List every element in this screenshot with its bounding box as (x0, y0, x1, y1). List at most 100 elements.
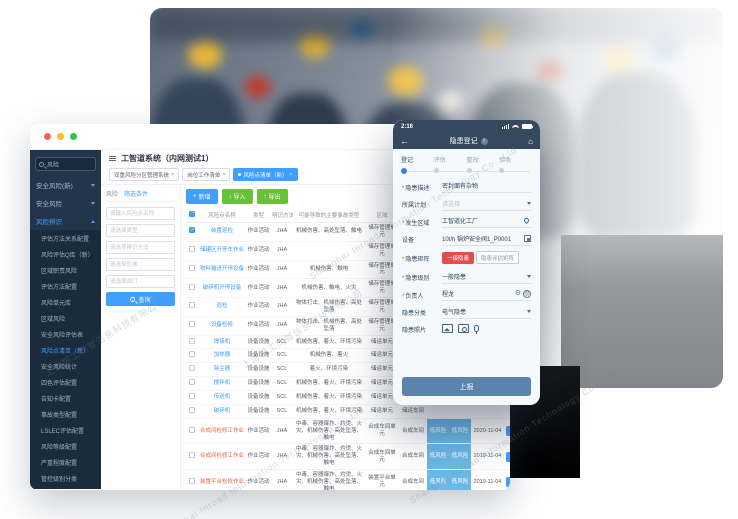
risk-point-link[interactable]: 合成间检修工作业 (199, 427, 244, 434)
row-checkbox[interactable] (189, 337, 195, 344)
matrix-evaluate-button[interactable]: 隐患评估矩阵 (476, 251, 520, 264)
row-checkbox[interactable] (189, 302, 195, 309)
risk-point-link[interactable]: 焊接机 (213, 338, 231, 345)
risk-point-link[interactable]: 破碎机 (213, 407, 231, 414)
sidebar-item[interactable]: 风险评估Q库（新） (41, 252, 94, 259)
sidebar-item[interactable]: 安全风险评估计划 (30, 486, 101, 489)
risk-point-link[interactable]: 破碎机开停设备 (202, 284, 242, 291)
sidebar-item[interactable]: 风险单元库 (41, 300, 72, 307)
album-icon[interactable] (442, 324, 453, 333)
field-control[interactable]: 一级隐患 隐患评估矩阵 (442, 251, 531, 266)
sidebar-item[interactable]: 评估方法配置 (41, 284, 78, 291)
export-button[interactable]: ↑ 导出 (256, 189, 288, 204)
open-tab[interactable]: 双重风险分区管理系统 × (109, 168, 180, 181)
sidebar-item[interactable]: 区域职责风险 (41, 268, 78, 275)
row-checkbox[interactable] (189, 283, 195, 290)
risk-point-link[interactable]: 搅拌机 (213, 380, 231, 387)
risk-point-link[interactable]: 装置平台检修作业 (199, 478, 244, 485)
risk-point-link[interactable]: 巡检 (216, 303, 228, 310)
tab-close-icon[interactable]: × (222, 171, 226, 178)
sidebar-item[interactable]: 告知卡配置 (41, 396, 72, 403)
camera-icon[interactable] (458, 324, 469, 333)
view-button[interactable]: 查看 (506, 477, 510, 488)
field-control[interactable] (442, 324, 531, 335)
sidebar-group[interactable]: 安全风险(新) (30, 176, 101, 194)
dropdown-caret-icon[interactable] (527, 274, 531, 278)
sidebar-item[interactable]: 风险点清单（新） (41, 348, 90, 355)
risk-point-link[interactable]: 物料输送开停设备 (199, 265, 244, 272)
filter-input[interactable] (106, 241, 175, 254)
sidebar-item[interactable]: 四色评估配置 (41, 380, 78, 387)
select-all-checkbox[interactable] (189, 210, 195, 217)
row-checkbox[interactable] (189, 351, 195, 358)
view-button[interactable]: 查看 (506, 426, 510, 436)
back-arrow-icon[interactable]: ← (400, 135, 409, 146)
field-control[interactable]: 电气隐患 (442, 307, 531, 319)
filter-input[interactable] (106, 258, 175, 271)
risk-point-link[interactable]: 加热器 (213, 352, 231, 359)
field-control[interactable]: 请选择 (442, 199, 531, 211)
field-value[interactable]: 工智道化工厂 (442, 219, 479, 225)
risk-point-link[interactable]: 传送机 (213, 394, 231, 400)
import-button[interactable]: ↓ 导入 (221, 189, 253, 204)
open-tab[interactable]: 岗位工作清单 × (182, 168, 231, 181)
risk-point-link[interactable]: 装置巡检 (210, 228, 233, 235)
field-value[interactable]: 一般隐患 (442, 274, 467, 281)
row-checkbox[interactable] (189, 379, 195, 386)
row-checkbox[interactable] (189, 406, 195, 413)
row-checkbox[interactable] (189, 477, 195, 484)
row-checkbox[interactable] (189, 393, 195, 399)
scan-qr-icon[interactable] (524, 234, 531, 242)
location-pin-icon[interactable] (522, 216, 531, 225)
sidebar-item[interactable]: LSLEC评估配置 (41, 428, 85, 435)
microphone-icon[interactable] (474, 325, 479, 334)
row-checkbox[interactable] (189, 452, 195, 459)
filter-input[interactable] (106, 224, 175, 237)
window-minimize-button[interactable] (57, 133, 64, 140)
sidebar-search[interactable] (35, 157, 96, 171)
info-badge-icon[interactable]: i (480, 137, 488, 145)
sidebar-item[interactable]: 风险等级配置 (41, 444, 78, 451)
sidebar-group[interactable]: 安全风险 (30, 194, 101, 212)
view-button[interactable]: 查看 (506, 451, 510, 462)
add-button[interactable]: + 新增 (186, 189, 218, 204)
sidebar-item[interactable]: 区域风险 (41, 316, 66, 323)
row-checkbox[interactable] (189, 264, 195, 271)
dropdown-caret-icon[interactable] (527, 309, 531, 313)
field-value[interactable]: 程龙 (442, 292, 455, 298)
filter-tab[interactable]: 筛选条件 (124, 192, 149, 198)
gear-icon[interactable]: ⚙ (514, 290, 521, 297)
query-button[interactable]: 查询 (106, 292, 175, 306)
sidebar-group[interactable]: 风险辨识 (30, 212, 101, 230)
sidebar-item[interactable]: 事故类型配置 (41, 412, 78, 419)
field-control[interactable]: 密封面有杂物 (442, 181, 531, 193)
sidebar-search-input[interactable] (47, 161, 92, 167)
risk-point-link[interactable]: 除尘器 (213, 366, 231, 373)
window-close-button[interactable] (44, 133, 51, 140)
sidebar-item[interactable]: 评估方法关系配置 (41, 236, 90, 243)
submit-button[interactable]: 上报 (402, 377, 531, 396)
risk-point-link[interactable]: 储罐区开停车作业 (199, 247, 244, 254)
field-value[interactable]: 10t/h 锅炉安全阀1_P0001 (442, 236, 512, 243)
window-zoom-button[interactable] (70, 133, 77, 140)
filter-tab[interactable]: 风险 (106, 192, 119, 198)
open-tab[interactable]: 风险点清单（新） × (233, 168, 298, 181)
tab-close-icon[interactable]: × (171, 171, 175, 178)
field-control[interactable]: 工智道化工厂 (442, 216, 531, 228)
field-control[interactable]: 10t/h 锅炉安全阀1_P0001 (442, 234, 531, 246)
risk-point-link[interactable]: 设备检修 (210, 322, 233, 329)
sidebar-item[interactable]: 安全风险统计 (41, 364, 78, 371)
sidebar-item[interactable]: 安全风险评估表 (41, 332, 84, 339)
field-control[interactable]: 程龙 ⚙ @ (442, 289, 531, 301)
field-value[interactable]: 电气隐患 (442, 309, 467, 316)
mention-icon[interactable]: @ (523, 289, 531, 298)
sidebar-item[interactable]: 严重程度配置 (41, 460, 78, 467)
row-checkbox[interactable] (189, 365, 195, 372)
filter-input[interactable] (106, 275, 175, 288)
hazard-level-button[interactable]: 一级隐患 (442, 251, 475, 264)
field-value[interactable]: 密封面有杂物 (442, 184, 479, 190)
tab-close-icon[interactable]: × (289, 171, 293, 178)
row-checkbox[interactable] (189, 426, 195, 433)
row-checkbox[interactable] (189, 321, 195, 328)
home-icon[interactable]: ⌂ (528, 136, 533, 146)
